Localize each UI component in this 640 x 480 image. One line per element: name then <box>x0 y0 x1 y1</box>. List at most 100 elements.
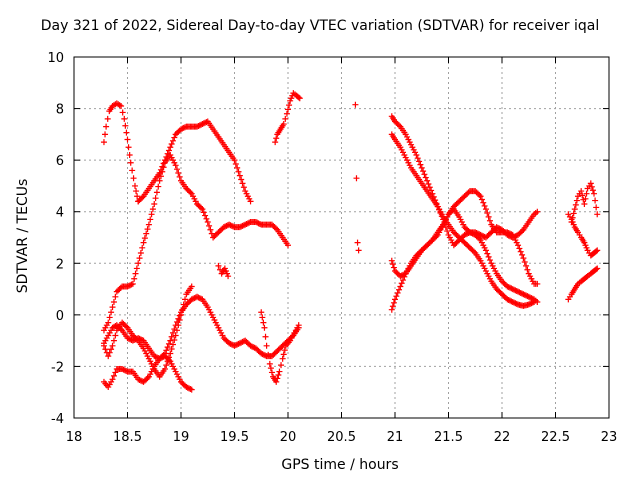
data-point <box>238 223 245 230</box>
data-point <box>151 353 158 360</box>
data-point <box>202 119 209 126</box>
data-point <box>161 366 168 373</box>
data-point <box>200 120 207 127</box>
data-point <box>240 338 247 345</box>
data-point <box>511 286 518 293</box>
data-point <box>131 275 138 282</box>
data-point <box>280 121 287 128</box>
data-point <box>163 362 170 369</box>
data-point <box>131 182 138 189</box>
data-point <box>265 351 272 358</box>
data-point <box>355 247 362 254</box>
data-point <box>235 168 242 175</box>
data-point <box>515 288 522 295</box>
data-point <box>145 221 152 228</box>
data-point <box>108 346 115 353</box>
data-point <box>122 122 129 129</box>
data-point <box>482 247 489 254</box>
data-point <box>106 349 113 356</box>
data-point <box>258 309 265 316</box>
data-point <box>159 163 166 170</box>
data-point <box>573 197 580 204</box>
data-point <box>136 376 143 383</box>
data-point <box>511 233 518 240</box>
x-tick-label: 19 <box>173 430 190 445</box>
data-point <box>279 355 286 362</box>
data-point <box>354 239 361 246</box>
data-point <box>160 164 167 171</box>
data-point <box>429 190 436 197</box>
data-point <box>100 342 107 349</box>
data-point <box>272 225 279 232</box>
data-point <box>413 151 420 158</box>
data-point <box>421 171 428 178</box>
y-tick-label: 2 <box>56 257 64 272</box>
data-point <box>105 353 112 360</box>
data-point <box>108 309 115 316</box>
data-point <box>517 289 524 296</box>
data-point <box>228 222 235 229</box>
data-point <box>195 294 202 301</box>
data-point <box>295 322 302 329</box>
data-point <box>478 232 485 239</box>
data-point <box>477 193 484 200</box>
data-point <box>124 283 131 290</box>
axis-ticks: 18 18.5 19 19.5 20 20.5 21 21.5 22 22.5 23 -4 -2 0 2 4 6… <box>47 51 617 445</box>
data-point <box>252 219 259 226</box>
data-point <box>236 224 243 231</box>
data-point <box>149 206 156 213</box>
data-point <box>172 332 179 339</box>
data-point <box>509 298 516 305</box>
data-point <box>521 258 528 265</box>
data-point <box>165 354 172 361</box>
data-point <box>121 115 128 122</box>
data-point <box>416 158 423 165</box>
series-track-g <box>215 262 232 280</box>
data-point <box>426 184 433 191</box>
y-tick-label: 0 <box>56 309 64 324</box>
data-point <box>465 189 472 196</box>
data-point <box>178 126 184 133</box>
data-point <box>397 283 404 290</box>
data-point <box>389 261 396 268</box>
data-point <box>591 190 598 197</box>
data-point <box>352 101 359 108</box>
data-point <box>179 306 186 313</box>
data-point <box>194 293 201 300</box>
data-point <box>220 224 227 231</box>
data-point <box>204 219 211 226</box>
data-point <box>129 167 136 174</box>
data-point <box>534 280 541 287</box>
data-point <box>120 366 127 373</box>
data-point <box>207 226 214 233</box>
data-point <box>508 285 515 292</box>
data-point <box>167 337 174 344</box>
data-point <box>215 262 222 269</box>
data-point <box>398 272 405 279</box>
data-point <box>226 340 233 347</box>
data-point <box>128 281 135 288</box>
data-point <box>262 352 269 359</box>
data-point <box>184 384 191 391</box>
data-point <box>286 102 293 109</box>
data-point <box>525 293 532 300</box>
data-point <box>496 225 503 232</box>
data-point <box>280 351 287 358</box>
data-point <box>186 385 193 392</box>
data-point <box>129 280 136 287</box>
data-point <box>259 351 266 358</box>
data-point <box>482 206 489 213</box>
data-point <box>190 295 197 302</box>
data-point <box>414 155 421 162</box>
data-point <box>393 293 400 300</box>
data-point <box>100 139 107 146</box>
data-point <box>112 369 119 376</box>
data-point <box>137 249 144 256</box>
x-tick-label: 21.5 <box>434 430 463 445</box>
data-point <box>259 314 266 321</box>
series-track-n <box>388 206 541 313</box>
data-point <box>171 134 178 141</box>
data-point <box>227 222 234 229</box>
data-point <box>175 170 182 177</box>
data-point <box>102 346 109 353</box>
